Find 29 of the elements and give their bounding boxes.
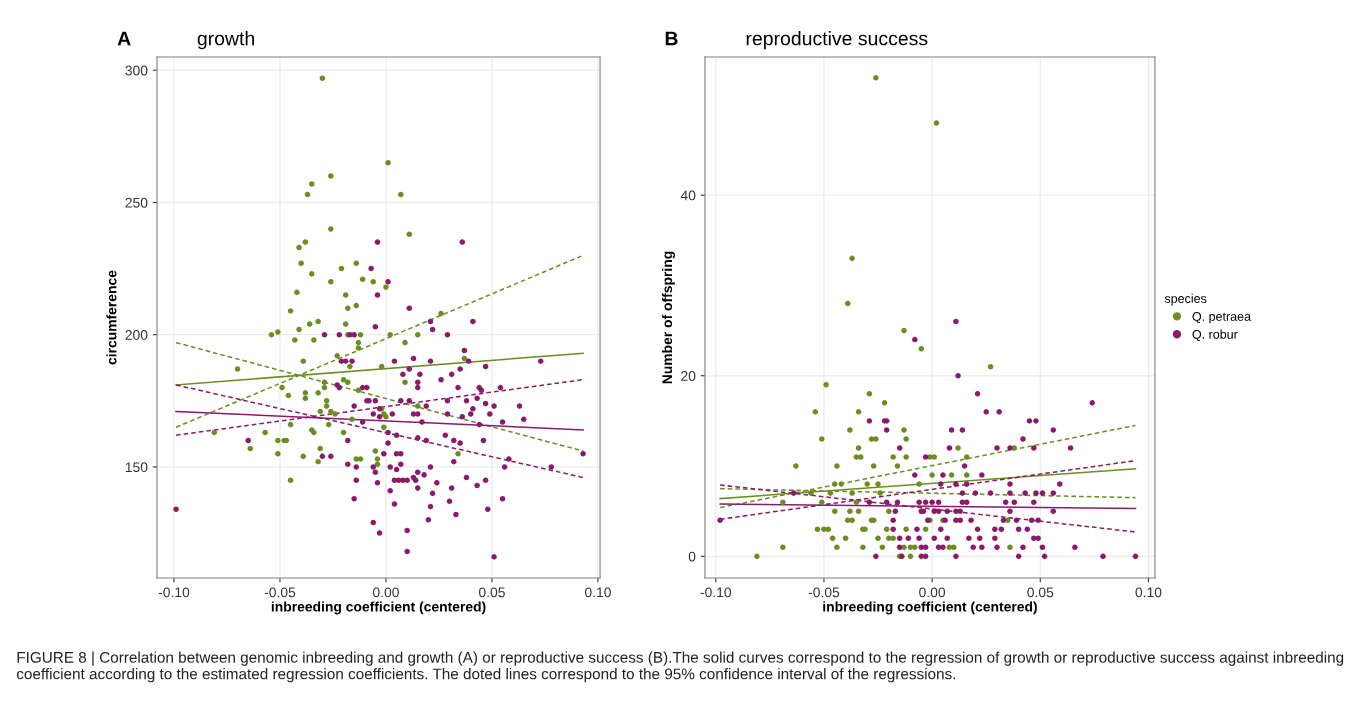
y-tick-label: 300 <box>125 65 148 76</box>
legend-title: species <box>1164 293 1207 306</box>
text: A <box>117 31 131 46</box>
x-tick-label: 0.10 <box>1135 587 1162 598</box>
y-tick-label: 250 <box>125 197 148 208</box>
x-axis-title: inbreeding coefficient (centered) <box>271 601 486 615</box>
legend-label: Q. robur <box>1192 329 1238 342</box>
x-tick-label: 0.05 <box>478 587 505 598</box>
x-axis-title: inbreeding coefficient (centered) <box>823 601 1037 615</box>
text: B <box>665 31 678 46</box>
x-tick-label: 0.05 <box>1027 587 1054 598</box>
y-tick-label: 40 <box>680 190 696 201</box>
y-tick-label: 150 <box>125 462 148 473</box>
chart-title: reproductive success <box>746 31 928 50</box>
x-tick-label: -0.05 <box>808 587 840 598</box>
x-tick-label: 0.00 <box>372 587 399 598</box>
x-tick-label: -0.10 <box>158 587 190 598</box>
caption: FIGURE 8 | Correlation between genomic inbreeding and growth (A) or reproductive success (B).The solid curves correspond to the regression of growth or reproductive success against inbreeding coefficient according to the estimated regression coefficients. The doted lines correspond to the 95% confidence interval of the regressions. <box>16 651 1344 683</box>
y-axis-title: circumference <box>106 270 117 365</box>
legend-label: Q. petraea <box>1192 312 1252 324</box>
y-tick-label: 200 <box>125 330 148 340</box>
x-tick-label: 0.10 <box>584 587 611 598</box>
x-tick-label: -0.10 <box>700 587 732 598</box>
y-tick-label: 20 <box>681 371 696 381</box>
y-axis-title: Number of offspring <box>661 251 675 384</box>
chart-title: growth <box>197 31 254 50</box>
x-tick-label: 0.00 <box>919 587 946 598</box>
y-tick-label: 0 <box>688 551 696 562</box>
x-tick-label: -0.05 <box>264 587 296 598</box>
